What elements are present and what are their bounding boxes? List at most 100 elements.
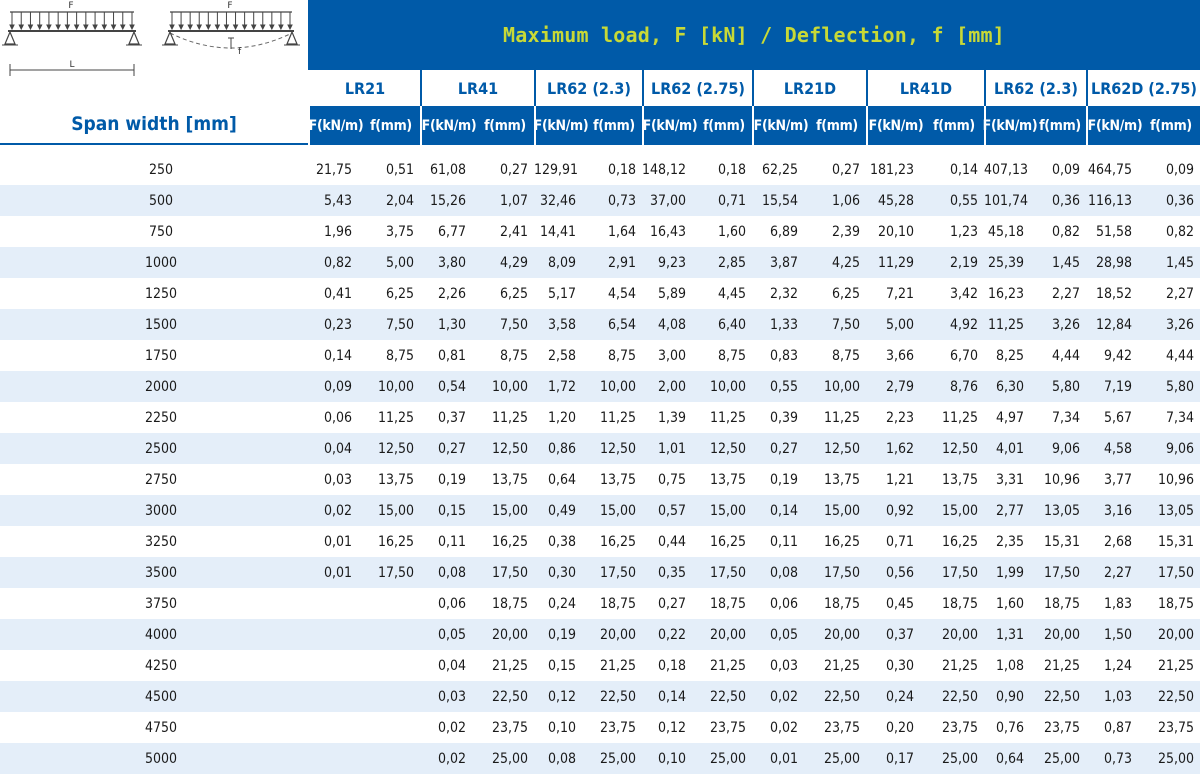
- deflection-value-cell: 0,14: [949, 161, 978, 178]
- load-value-cell: 0,82: [323, 254, 352, 271]
- span-width-cell: 2750: [144, 471, 178, 488]
- load-value-cell: 28,98: [1095, 254, 1132, 271]
- deflection-value-cell: 6,54: [607, 316, 636, 333]
- deflection-value-cell: 15,31: [1043, 533, 1080, 550]
- deflection-value-cell: 25,00: [1043, 750, 1080, 767]
- load-value-cell: 11,29: [877, 254, 914, 271]
- deflection-value-cell: 2,85: [717, 254, 746, 271]
- load-value-cell: 15,54: [761, 192, 798, 209]
- deflection-value-cell: 22,50: [941, 688, 978, 705]
- deflection-value-cell: 5,80: [1051, 378, 1080, 395]
- load-arrowhead-icon: [232, 24, 239, 31]
- deflection-value-cell: 6,25: [385, 285, 414, 302]
- span-width-cell: 250: [148, 161, 174, 178]
- load-value-cell: 1,60: [995, 595, 1024, 612]
- deflection-value-cell: 22,50: [1157, 688, 1194, 705]
- table-row: 4500 0,03 22,50 0,12 22,50 0,14 22,50 0,02 22,50…: [0, 681, 1200, 712]
- deflection-value-cell: 21,25: [491, 657, 528, 674]
- deflection-value-cell: 23,75: [823, 719, 860, 736]
- deflection-value-cell: 18,75: [1043, 595, 1080, 612]
- load-value-cell: 0,83: [769, 347, 798, 364]
- load-value-cell: 0,49: [547, 502, 576, 519]
- deflection-value-cell: 2,27: [1165, 285, 1194, 302]
- span-width-cell: 4250: [144, 657, 178, 674]
- load-arrowhead-icon: [27, 24, 34, 31]
- deflection-value-cell: 10,96: [1157, 471, 1194, 488]
- deflection-value-cell: 16,25: [709, 533, 746, 550]
- load-value-cell: 0,27: [657, 595, 686, 612]
- load-value-cell: 0,92: [885, 502, 914, 519]
- load-value-cell: 2,35: [995, 533, 1024, 550]
- deflection-value-cell: 2,27: [1051, 285, 1080, 302]
- deflection-value-cell: 8,75: [385, 347, 414, 364]
- load-value-cell: 0,06: [769, 595, 798, 612]
- load-value-cell: 61,08: [429, 161, 466, 178]
- load-value-cell: 62,25: [761, 161, 798, 178]
- deflection-value-cell: 15,00: [709, 502, 746, 519]
- load-arrowhead-icon: [129, 24, 135, 31]
- load-value-cell: 0,19: [437, 471, 466, 488]
- load-value-cell: 0,55: [769, 378, 798, 395]
- span-width-cell: 4000: [144, 626, 178, 643]
- load-value-cell: 0,01: [323, 533, 352, 550]
- deflection-value-cell: 0,71: [717, 192, 746, 209]
- load-value-cell: 4,58: [1103, 440, 1132, 457]
- deflection-value-cell: 10,00: [599, 378, 636, 395]
- span-width-cell: 4500: [144, 688, 178, 705]
- deflection-value-cell: 7,50: [831, 316, 860, 333]
- table-row: 750 1,96 3,75 6,77 2,41 14,41 1,64 16,43 1,60 6,8…: [0, 216, 1200, 247]
- deflection-value-cell: 6,25: [499, 285, 528, 302]
- deflection-value-cell: 10,96: [1043, 471, 1080, 488]
- load-value-cell: 0,64: [547, 471, 576, 488]
- deflection-value-cell: 18,75: [941, 595, 978, 612]
- load-value-cell: 407,13: [984, 161, 1029, 178]
- deflection-value-cell: 1,45: [1165, 254, 1194, 271]
- table-row: 1000 0,82 5,00 3,80 4,29 8,09 2,91 9,23 2,85 3,87…: [0, 247, 1200, 278]
- load-value-cell: 5,43: [323, 192, 352, 209]
- load-value-cell: 2,00: [657, 378, 686, 395]
- deflection-value-cell: 0,51: [385, 161, 414, 178]
- load-value-cell: 1,01: [657, 440, 686, 457]
- load-value-cell: 1,83: [1103, 595, 1132, 612]
- load-value-cell: 0,15: [437, 502, 466, 519]
- deflection-unit-header: f(mm): [816, 117, 858, 134]
- deflection-value-cell: 4,44: [1165, 347, 1194, 364]
- load-value-cell: 0,76: [995, 719, 1024, 736]
- deflection-value-cell: 15,00: [491, 502, 528, 519]
- deflection-value-cell: 17,50: [599, 564, 636, 581]
- load-value-cell: 116,13: [1087, 192, 1132, 209]
- deflection-value-cell: 23,75: [1043, 719, 1080, 736]
- load-value-cell: 51,58: [1095, 223, 1132, 240]
- deflection-value-cell: 8,75: [831, 347, 860, 364]
- load-value-cell: 32,46: [539, 192, 576, 209]
- load-unit-header: F(kN/m): [420, 106, 477, 145]
- deflection-value-cell: 17,50: [377, 564, 414, 581]
- span-width-cell: 3000: [144, 502, 178, 519]
- load-arrowhead-icon: [259, 24, 266, 31]
- product-header: LR21D: [752, 70, 866, 106]
- load-value-cell: 0,57: [657, 502, 686, 519]
- load-value-cell: 16,43: [649, 223, 686, 240]
- deflection-value-cell: 12,50: [377, 440, 414, 457]
- load-value-cell: 0,05: [437, 626, 466, 643]
- deflection-value-cell: 20,00: [941, 626, 978, 643]
- load-value-cell: 2,77: [995, 502, 1024, 519]
- load-value-cell: 0,01: [323, 564, 352, 581]
- deflection-unit-header: f(mm): [933, 117, 975, 134]
- table-row: 2250 0,06 11,25 0,37 11,25 1,20 11,25 1,39 11,25…: [0, 402, 1200, 433]
- beam-diagram-svg: F L F f: [2, 1, 300, 76]
- table-row: 4250 0,04 21,25 0,15 21,25 0,18 21,25 0,03 21,25…: [0, 650, 1200, 681]
- load-value-cell: 1,96: [323, 223, 352, 240]
- deflection-value-cell: 15,00: [941, 502, 978, 519]
- load-arrowhead-icon: [119, 24, 126, 31]
- load-label-left: F: [68, 1, 73, 11]
- load-value-cell: 0,22: [657, 626, 686, 643]
- deflection-value-cell: 21,25: [1043, 657, 1080, 674]
- deflection-value-cell: 20,00: [823, 626, 860, 643]
- deflection-value-cell: 16,25: [599, 533, 636, 550]
- load-arrowhead-icon: [241, 24, 248, 31]
- load-arrowhead-icon: [36, 24, 43, 31]
- load-value-cell: 0,24: [885, 688, 914, 705]
- load-value-cell: 8,09: [547, 254, 576, 271]
- deflection-value-cell: 18,75: [709, 595, 746, 612]
